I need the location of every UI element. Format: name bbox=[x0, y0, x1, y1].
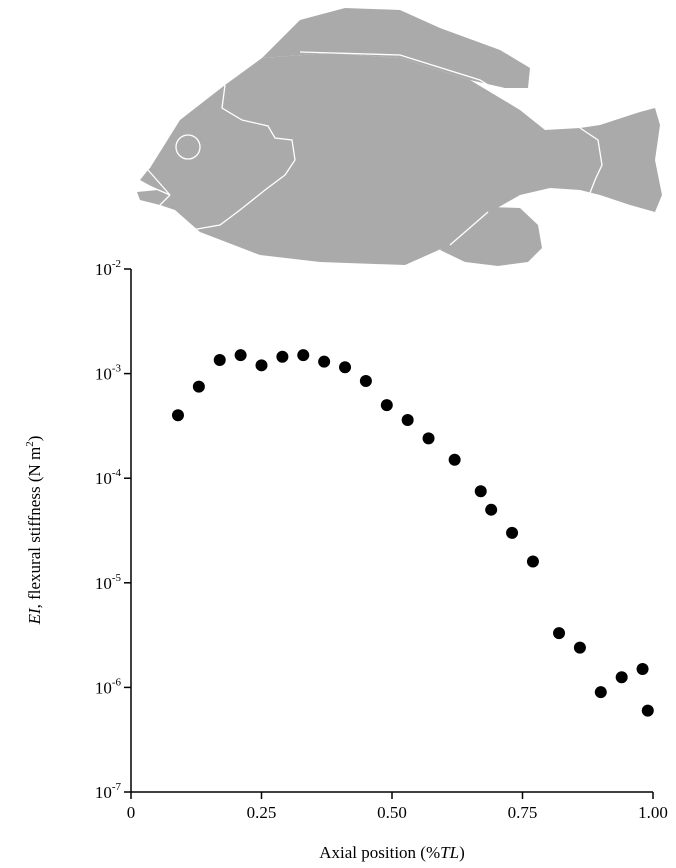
y-tick-exponent: -3 bbox=[112, 363, 122, 375]
x-label-italic: TL bbox=[440, 843, 459, 862]
data-point bbox=[594, 686, 607, 699]
fish-body bbox=[137, 53, 662, 265]
anal-line bbox=[449, 211, 489, 246]
y-label-end: ) bbox=[25, 436, 44, 442]
data-point bbox=[573, 641, 586, 654]
data-point bbox=[339, 361, 352, 374]
y-tick-exponent: -7 bbox=[112, 781, 122, 793]
y-tick-label: 10-6 bbox=[95, 676, 122, 697]
data-point bbox=[401, 414, 414, 427]
data-point bbox=[318, 355, 331, 368]
data-point bbox=[553, 627, 566, 640]
tail-line bbox=[579, 127, 603, 199]
data-point bbox=[359, 374, 372, 387]
data-point bbox=[448, 453, 461, 466]
y-tick-label: 10-2 bbox=[95, 258, 121, 279]
data-point bbox=[276, 350, 289, 363]
y-tick-base: 10 bbox=[95, 574, 112, 593]
y-tick-exponent: -2 bbox=[112, 258, 121, 270]
y-axis-label: EI, flexural stiffness (N m2) bbox=[24, 436, 44, 626]
y-tick-label: 10-3 bbox=[95, 363, 122, 384]
y-tick-label: 10-7 bbox=[95, 781, 122, 802]
data-point bbox=[380, 399, 393, 412]
data-point bbox=[422, 432, 435, 445]
y-tick-base: 10 bbox=[95, 678, 112, 697]
x-tick-label: 0.50 bbox=[377, 803, 407, 822]
data-point bbox=[526, 555, 539, 568]
mouth-line bbox=[139, 169, 171, 206]
data-point bbox=[641, 704, 654, 717]
x-tick-label: 0.75 bbox=[508, 803, 538, 822]
x-tick-label: 0 bbox=[127, 803, 136, 822]
data-point bbox=[506, 526, 519, 539]
y-tick-label: 10-5 bbox=[95, 572, 122, 593]
data-point bbox=[192, 380, 205, 393]
dorsal-line bbox=[299, 51, 521, 106]
y-tick-base: 10 bbox=[95, 365, 112, 384]
y-label-sup: 2 bbox=[24, 441, 36, 447]
fish-illustration bbox=[137, 8, 662, 266]
y-label-text: , flexural stiffness (N m bbox=[25, 447, 44, 609]
x-axis-label: Axial position (%TL) bbox=[319, 843, 464, 862]
data-point bbox=[615, 671, 628, 684]
dorsal-fin bbox=[262, 8, 530, 88]
data-point bbox=[485, 503, 498, 516]
y-tick-base: 10 bbox=[95, 783, 112, 802]
x-tick-label: 0.25 bbox=[247, 803, 277, 822]
y-tick-base: 10 bbox=[95, 260, 112, 279]
y-tick-base: 10 bbox=[95, 469, 112, 488]
gill-line bbox=[179, 84, 296, 233]
data-point bbox=[636, 662, 649, 675]
data-point bbox=[474, 485, 487, 498]
x-label-end: ) bbox=[459, 843, 465, 862]
y-label-italic: EI bbox=[25, 607, 44, 625]
y-tick-exponent: -5 bbox=[112, 572, 122, 584]
y-tick-exponent: -4 bbox=[112, 467, 122, 479]
data-point bbox=[255, 359, 268, 372]
data-point bbox=[297, 349, 310, 362]
x-tick-label: 1.00 bbox=[638, 803, 668, 822]
y-tick-exponent: -6 bbox=[112, 676, 122, 688]
data-point bbox=[171, 409, 184, 422]
y-tick-label: 10-4 bbox=[95, 467, 122, 488]
eye bbox=[175, 134, 201, 160]
data-point bbox=[234, 349, 247, 362]
x-label-text: Axial position (% bbox=[319, 843, 440, 862]
data-point bbox=[213, 353, 226, 366]
anal-fin bbox=[440, 207, 542, 266]
